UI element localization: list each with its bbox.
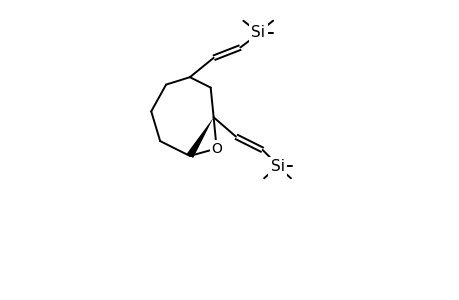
Text: Si: Si (270, 159, 284, 174)
Text: O: O (211, 142, 222, 155)
Text: Si: Si (251, 25, 265, 40)
Polygon shape (186, 117, 213, 158)
